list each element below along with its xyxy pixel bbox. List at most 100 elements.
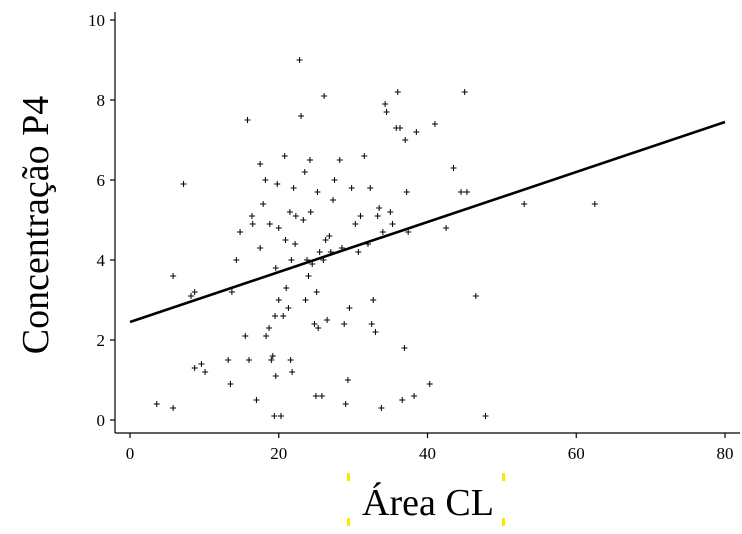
- x-tick-label: 60: [568, 444, 585, 463]
- data-point: [271, 413, 278, 419]
- data-point: [311, 321, 318, 327]
- data-point: [248, 213, 255, 219]
- data-point: [257, 245, 264, 251]
- data-point: [405, 229, 412, 235]
- data-point: [378, 405, 385, 411]
- data-point: [403, 189, 410, 195]
- data-point: [280, 313, 287, 319]
- data-point: [321, 93, 328, 99]
- data-point: [268, 357, 275, 363]
- data-point: [227, 381, 234, 387]
- data-point: [275, 297, 282, 303]
- y-tick-label: 4: [97, 251, 106, 270]
- data-point: [198, 361, 205, 367]
- data-point: [367, 185, 374, 191]
- data-point: [383, 109, 390, 115]
- data-point: [324, 317, 331, 323]
- x-tick-label: 80: [717, 444, 734, 463]
- data-point: [246, 357, 252, 363]
- data-point: [287, 357, 294, 363]
- corner-mark: [502, 473, 505, 481]
- data-point: [315, 325, 322, 331]
- data-point: [272, 313, 279, 319]
- data-point: [370, 297, 377, 303]
- data-point: [331, 177, 338, 183]
- data-point: [461, 89, 468, 95]
- data-point: [305, 273, 312, 279]
- data-point: [282, 237, 289, 243]
- data-point: [301, 169, 308, 175]
- data-point: [326, 233, 333, 239]
- data-point: [336, 157, 343, 163]
- data-point: [242, 333, 249, 339]
- x-tick-label: 0: [126, 444, 135, 463]
- y-axis-title: Concentração P4: [15, 96, 57, 355]
- regression-line: [129, 120, 726, 324]
- data-point: [591, 201, 598, 207]
- data-point: [292, 213, 299, 219]
- regression-line-group: [129, 120, 726, 324]
- data-point: [346, 305, 353, 311]
- data-point: [272, 265, 279, 271]
- y-tick-label: 10: [88, 11, 105, 30]
- data-point: [426, 381, 433, 387]
- data-point: [244, 117, 251, 123]
- data-point: [463, 189, 470, 195]
- data-point: [330, 197, 337, 203]
- data-point: [170, 405, 177, 411]
- data-point: [389, 221, 396, 227]
- data-point: [376, 205, 383, 211]
- data-point: [266, 221, 273, 227]
- x-tick-label: 20: [270, 444, 287, 463]
- data-point: [269, 353, 276, 359]
- y-tick-label: 0: [97, 411, 106, 430]
- data-point: [316, 249, 323, 255]
- data-point: [394, 89, 401, 95]
- data-point: [296, 57, 303, 63]
- data-point: [225, 357, 232, 363]
- data-point: [262, 177, 269, 183]
- data-point: [472, 293, 479, 299]
- data-point: [396, 125, 403, 131]
- data-point: [482, 413, 489, 419]
- data-point: [191, 365, 198, 371]
- data-point: [402, 137, 409, 143]
- data-point: [257, 161, 264, 167]
- data-point: [372, 329, 379, 335]
- corner-mark: [502, 518, 505, 526]
- y-tick-label: 6: [97, 171, 106, 190]
- data-point: [413, 129, 420, 135]
- data-point: [357, 213, 364, 219]
- data-point: [411, 393, 418, 399]
- data-point: [341, 321, 348, 327]
- data-point: [253, 397, 260, 403]
- data-point: [344, 377, 351, 383]
- data-point: [313, 289, 320, 295]
- data-point: [202, 369, 209, 375]
- data-point: [379, 229, 386, 235]
- data-point: [275, 225, 282, 231]
- x-axis-title: Área CL: [362, 482, 494, 524]
- data-point: [355, 249, 362, 255]
- data-point: [300, 217, 307, 223]
- data-point: [307, 209, 314, 215]
- data-point: [322, 237, 329, 243]
- data-point: [401, 345, 408, 351]
- data-point: [431, 121, 438, 127]
- data-point: [382, 101, 389, 107]
- data-points: [153, 57, 598, 419]
- data-point: [314, 189, 321, 195]
- data-point: [286, 209, 293, 215]
- data-point: [443, 225, 450, 231]
- data-point: [228, 289, 235, 295]
- data-point: [237, 229, 244, 235]
- data-point: [260, 201, 267, 207]
- data-point: [361, 153, 368, 159]
- data-point: [187, 293, 194, 299]
- data-point: [387, 209, 394, 215]
- data-point: [348, 185, 355, 191]
- data-point: [288, 257, 295, 263]
- data-point: [352, 221, 359, 227]
